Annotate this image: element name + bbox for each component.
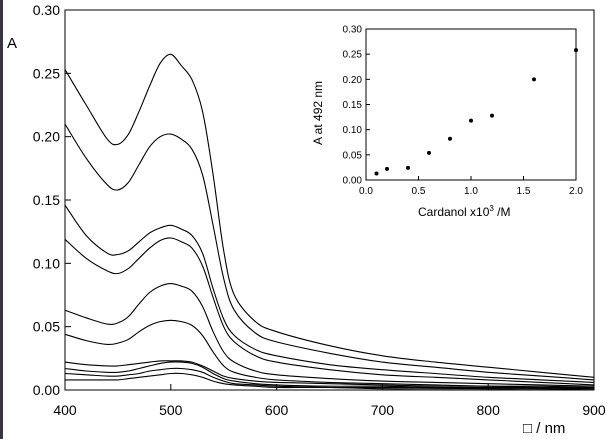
main-y-tick-label: 0.25	[33, 65, 60, 81]
main-x-tick-label: 600	[265, 402, 289, 418]
inset-y-axis-label: A at 492 nm	[311, 81, 325, 145]
inset-data-point	[532, 77, 536, 82]
inset-x-axis-label: Cardanol x103 /M	[418, 204, 511, 219]
spectrum-line-4	[64, 237, 595, 386]
inset-plot-frame	[365, 28, 577, 181]
inset-y-tick-label: 0.10	[343, 125, 363, 136]
inset-data-point	[385, 166, 389, 171]
inset-y-tick-label: 0.00	[343, 176, 363, 187]
inset-y-tick-label: 0.20	[343, 75, 363, 86]
inset-y-tick-label: 0.05	[343, 150, 363, 161]
window-edge	[0, 0, 3, 439]
main-y-tick-label: 0.00	[33, 382, 60, 398]
inset-y-tick-label: 0.30	[343, 25, 363, 36]
main-y-axis-label: A	[7, 35, 17, 52]
inset-x-tick-label: 1.0	[464, 186, 478, 197]
inset-x-axis-label-main: Cardanol x10	[418, 205, 490, 219]
inset-points-group	[374, 48, 578, 176]
main-y-tick-label: 0.15	[33, 192, 60, 208]
inset-data-point	[427, 150, 431, 155]
spectrum-line-9	[64, 367, 594, 390]
main-y-tick-label: 0.10	[33, 255, 60, 271]
inset-data-point	[574, 48, 578, 53]
spectrum-line-10	[64, 372, 595, 391]
inset-x-tick-label: 2.0	[569, 186, 583, 197]
main-x-tick-label: 700	[371, 402, 395, 418]
main-axis-ticks: 400 500 600 700 800 9000.000.050.100.150.200.…	[33, 2, 606, 418]
inset-x-tick-label: 0.0	[359, 186, 373, 197]
inset-data-point	[406, 165, 410, 170]
spectrum-line-1	[64, 53, 595, 378]
spectrum-line-6	[64, 319, 595, 389]
main-y-tick-label: 0.30	[33, 2, 60, 18]
main-x-tick-label: 800	[477, 402, 501, 418]
main-y-tick-label: 0.05	[33, 319, 60, 335]
main-x-tick-label: 500	[159, 402, 183, 418]
inset-y-tick-label: 0.15	[343, 100, 363, 111]
inset-y-tick-label: 0.25	[343, 50, 363, 61]
spectrum-line-2	[64, 123, 595, 381]
inset-data-point	[448, 136, 452, 141]
inset-x-tick-label: 0.5	[412, 186, 426, 197]
main-y-tick-label: 0.20	[33, 129, 60, 145]
inset-x-axis-label-suffix: /M	[494, 205, 511, 219]
spectrum-line-8	[64, 361, 595, 390]
spectrum-line-3	[64, 204, 595, 383]
main-x-tick-label: 900	[582, 402, 606, 418]
inset-data-point	[490, 113, 494, 118]
spectrum-line-5	[64, 283, 595, 387]
inset-x-axis-label-superscript: 3	[489, 204, 494, 213]
inset-data-point	[374, 171, 379, 176]
inset-data-point	[469, 118, 473, 123]
main-x-tick-label: 400	[53, 402, 77, 418]
inset-axis-ticks: 0.0 0.5 1.0 1.5 2.0 0.00 0.05 0.10 0.15 0.20 0.25 0…	[343, 25, 584, 198]
spectrum-line-7	[64, 360, 595, 389]
main-x-axis-label: □ / nm	[523, 420, 565, 437]
inset-x-tick-label: 1.5	[517, 186, 531, 197]
main-series-group	[64, 53, 595, 391]
